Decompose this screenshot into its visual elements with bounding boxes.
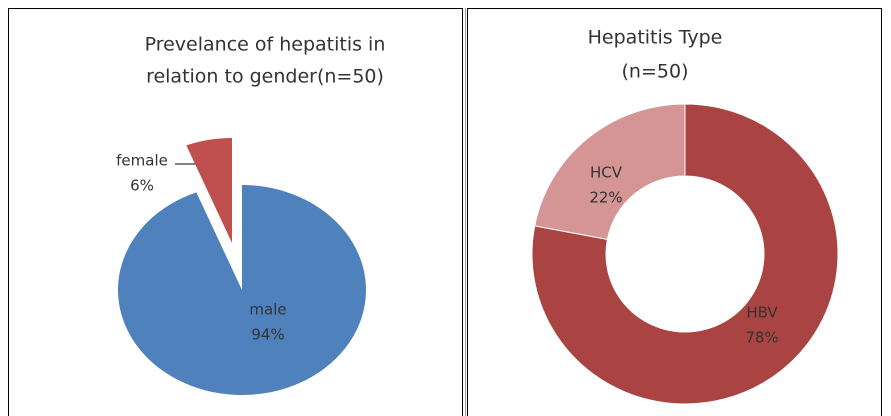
slice-value-label: 78% — [745, 329, 778, 347]
donut-slice — [531, 103, 839, 405]
pie-slice — [118, 185, 367, 396]
slice-label: HBV — [746, 304, 778, 322]
slice-label: female — [116, 152, 168, 170]
donut-slice — [534, 103, 686, 240]
chart-title: (n=50) — [622, 61, 689, 83]
left-panel — [8, 8, 463, 416]
chart-title: Hepatitis Type — [588, 27, 723, 49]
slice-value-label: 94% — [251, 326, 284, 344]
chart-title: Prevelance of hepatitis in — [145, 34, 386, 56]
pie-slice — [186, 138, 232, 243]
slice-value-label: 6% — [130, 177, 154, 195]
chart-title: relation to gender(n=50) — [146, 66, 384, 88]
slice-label: male — [249, 301, 286, 319]
slice-value-label: 22% — [589, 189, 622, 207]
slice-label: HCV — [590, 164, 623, 182]
right-panel — [467, 8, 882, 416]
